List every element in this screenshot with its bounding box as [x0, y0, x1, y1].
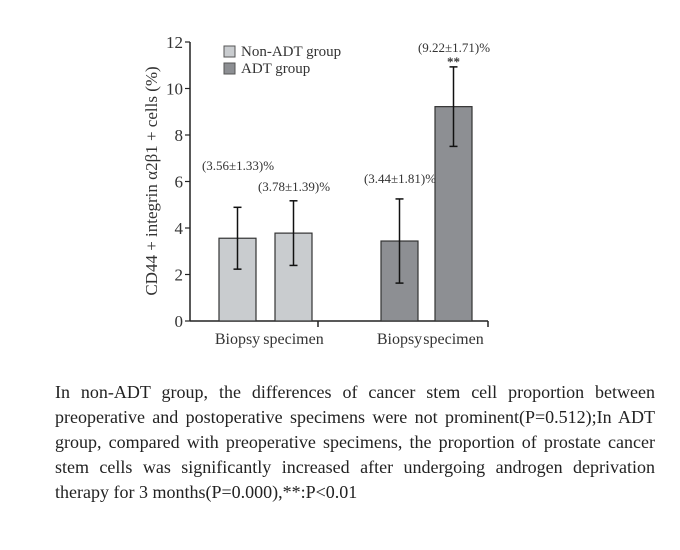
y-tick-label: 2: [175, 266, 184, 285]
y-axis-label: CD44 + integrin α2β1 + cells (%): [142, 66, 161, 295]
y-tick-label: 0: [175, 312, 184, 331]
data-label: (3.44±1.81)%: [364, 171, 436, 186]
figure-caption: In non-ADT group, the differences of can…: [55, 382, 655, 502]
y-tick-label: 12: [166, 33, 183, 52]
data-label: (9.22±1.71)%: [418, 40, 490, 55]
bar: [434, 106, 473, 322]
legend-swatch: [223, 62, 236, 75]
y-tick-label: 10: [166, 80, 183, 99]
bar-chart: 0 2 4 6 8 10 12 CD44 + integrin α2β1 + cells (%…: [142, 33, 490, 348]
x-tick-label: specimen: [263, 331, 323, 348]
data-label: (3.56±1.33)%: [202, 158, 274, 173]
y-tick-label: 4: [175, 219, 184, 238]
y-tick-label: 8: [175, 126, 184, 145]
legend-label: ADT group: [241, 61, 310, 77]
x-tick-label: specimen: [423, 331, 483, 348]
significance-marker: **: [447, 54, 460, 69]
x-tick-label: Biopsy: [215, 331, 260, 348]
legend-swatch: [223, 45, 236, 58]
y-tick-label: 6: [175, 173, 184, 192]
x-tick-label: Biopsy: [377, 331, 422, 348]
data-label: (3.78±1.39)%: [258, 179, 330, 194]
legend-label: Non-ADT group: [241, 44, 341, 60]
